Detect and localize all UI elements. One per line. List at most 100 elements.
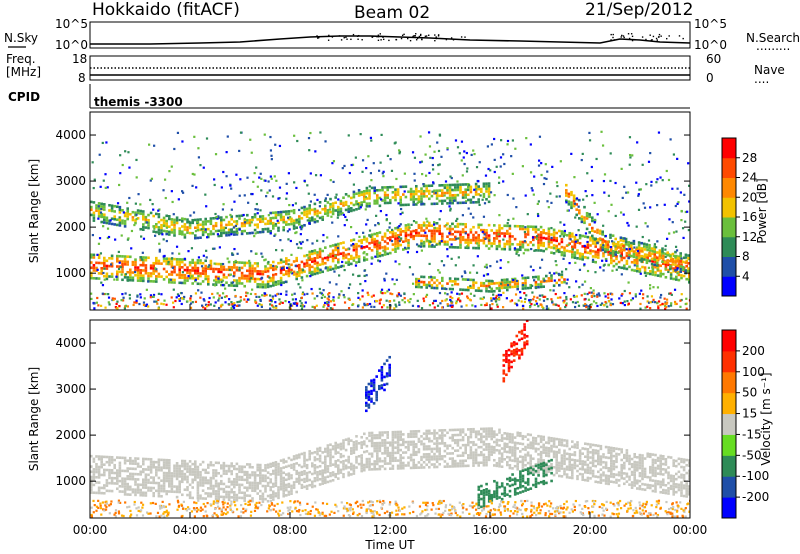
data-cell: [289, 239, 292, 243]
data-cell: [672, 231, 676, 234]
data-cell: [397, 235, 401, 239]
data-cell: [124, 304, 128, 307]
data-cell: [511, 242, 514, 246]
data-cell: [90, 486, 93, 489]
data-cell: [529, 283, 532, 287]
data-cell: [105, 264, 109, 268]
data-cell: [225, 469, 228, 473]
data-cell: [272, 305, 275, 308]
data-cell: [604, 257, 608, 261]
data-cell: [563, 249, 566, 252]
data-cell: [194, 264, 197, 267]
data-cell: [480, 281, 483, 285]
data-cell: [266, 230, 270, 233]
data-cell: [389, 292, 392, 295]
data-cell: [95, 206, 98, 210]
data-cell: [183, 462, 187, 466]
data-cell: [222, 170, 225, 174]
data-cell: [680, 276, 683, 280]
data-cell: [523, 291, 526, 295]
data-cell: [395, 278, 398, 281]
data-cell: [370, 305, 373, 308]
data-cell: [327, 301, 330, 304]
data-cell: [438, 194, 441, 198]
data-cell: [516, 304, 519, 307]
data-cell: [277, 221, 280, 225]
data-cell: [160, 218, 163, 222]
data-cell: [430, 245, 434, 248]
noise-search-point: [641, 36, 644, 38]
data-cell: [473, 188, 476, 191]
data-cell: [386, 229, 389, 232]
data-cell: [251, 192, 254, 196]
data-cell: [365, 197, 369, 200]
data-cell: [517, 299, 520, 302]
data-cell: [92, 266, 96, 270]
data-cell: [301, 279, 304, 282]
data-cell: [491, 302, 494, 306]
data-cell: [207, 301, 210, 304]
data-cell: [253, 479, 257, 482]
data-cell: [380, 198, 383, 201]
data-cell: [559, 160, 562, 163]
noise-search-point: [418, 35, 421, 38]
data-cell: [355, 192, 358, 196]
data-cell: [402, 203, 405, 207]
data-cell: [250, 192, 253, 196]
data-cell: [311, 252, 314, 256]
data-cell: [441, 299, 444, 303]
noise-search-point: [421, 38, 423, 41]
data-cell: [570, 152, 573, 155]
data-cell: [308, 209, 311, 212]
data-cell: [204, 228, 207, 231]
data-cell: [144, 494, 148, 497]
data-cell: [97, 261, 101, 265]
data-cell: [214, 301, 217, 304]
data-cell: [653, 253, 656, 256]
data-cell: [372, 162, 375, 165]
data-cell: [526, 227, 530, 231]
data-cell: [684, 256, 688, 259]
data-cell: [248, 279, 252, 283]
data-cell: [227, 265, 231, 269]
data-cell: [133, 223, 136, 227]
data-cell: [524, 281, 527, 285]
data-cell: [350, 196, 353, 200]
data-cell: [233, 230, 236, 234]
data-cell: [225, 215, 228, 219]
data-cell: [142, 483, 145, 487]
noise-search-point: [610, 33, 612, 36]
noise-search-point: [345, 36, 347, 39]
data-cell: [155, 212, 158, 216]
data-cell: [172, 213, 175, 216]
data-cell: [329, 300, 333, 303]
data-cell: [651, 266, 654, 269]
data-cell: [313, 202, 317, 206]
data-cell: [134, 480, 137, 484]
data-cell: [360, 241, 363, 245]
data-cell: [298, 474, 301, 477]
data-cell: [311, 462, 314, 465]
data-cell: [605, 302, 608, 305]
data-cell: [235, 462, 239, 466]
data-cell: [204, 307, 207, 310]
data-cell: [648, 259, 651, 263]
data-cell: [438, 189, 441, 192]
data-cell: [196, 476, 200, 479]
data-cell: [123, 480, 127, 483]
data-cell: [93, 178, 96, 181]
data-cell: [277, 467, 280, 471]
data-cell: [95, 465, 98, 469]
data-cell: [607, 194, 611, 197]
data-cell: [326, 256, 330, 259]
data-cell: [299, 286, 302, 289]
data-cell: [92, 253, 96, 257]
data-cell: [350, 163, 353, 167]
data-cell: [430, 283, 434, 287]
data-cell: [269, 493, 272, 497]
data-cell: [139, 293, 142, 296]
data-cell: [500, 284, 504, 287]
data-cell: [638, 270, 642, 274]
data-cell: [162, 458, 166, 462]
data-cell: [688, 184, 690, 187]
